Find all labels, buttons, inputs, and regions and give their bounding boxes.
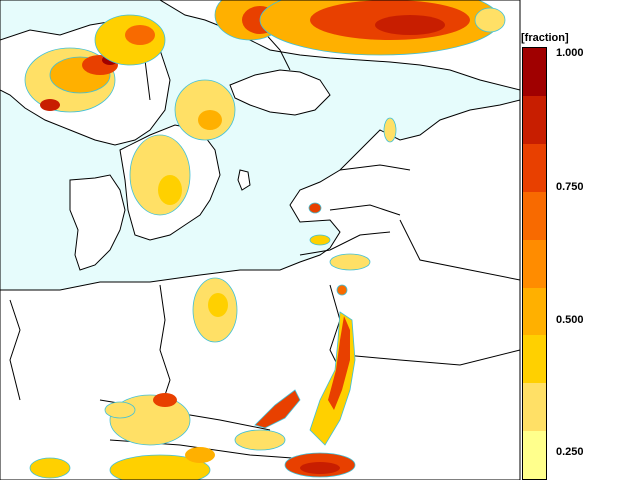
- colorbar-step: [523, 96, 546, 144]
- colorbar-label-0-5: 0.500: [556, 314, 584, 326]
- colorbar-step: [523, 383, 546, 431]
- colorbar-step: [523, 192, 546, 240]
- colorbar-step: [523, 335, 546, 383]
- colorbar: [522, 47, 547, 480]
- colorbar-step: [523, 287, 546, 335]
- map-frame: [0, 0, 521, 480]
- legend-title: [fraction]: [521, 32, 569, 44]
- colorbar-step: [523, 240, 546, 288]
- colorbar-label-0-25: 0.250: [556, 446, 584, 458]
- colorbar-label-1: 1.000: [556, 47, 584, 59]
- fraction-field: [24, 0, 506, 480]
- colorbar-step: [523, 144, 546, 192]
- colorbar-step: [523, 431, 546, 479]
- colorbar-step: [523, 48, 546, 96]
- land-masses: [0, 0, 521, 480]
- colorbar-label-0-75: 0.750: [556, 181, 584, 193]
